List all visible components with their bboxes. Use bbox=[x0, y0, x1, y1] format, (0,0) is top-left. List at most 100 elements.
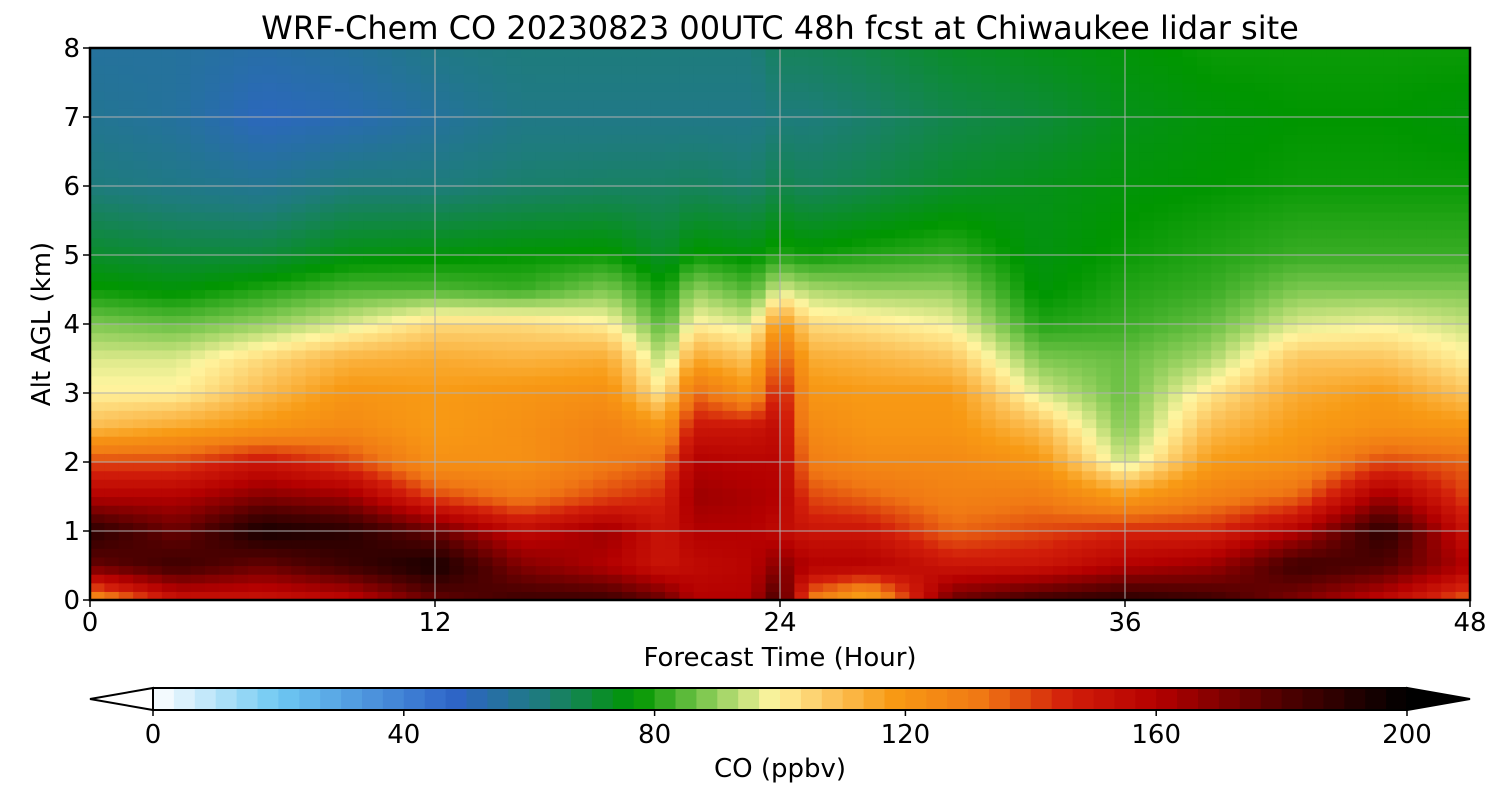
heatmap-cell bbox=[478, 280, 494, 291]
heatmap-cell bbox=[851, 513, 867, 523]
heatmap-cell bbox=[636, 315, 652, 325]
heatmap-cell bbox=[1153, 99, 1169, 109]
heatmap-cell bbox=[636, 160, 652, 170]
heatmap-cell bbox=[1153, 470, 1169, 480]
heatmap-cell bbox=[205, 177, 220, 187]
heatmap-cell bbox=[909, 444, 925, 454]
heatmap-cell bbox=[550, 73, 565, 84]
heatmap-cell bbox=[880, 556, 896, 567]
heatmap-cell bbox=[449, 522, 465, 532]
heatmap-cell bbox=[1053, 358, 1069, 368]
heatmap-cell bbox=[995, 56, 1011, 66]
heatmap-cell bbox=[478, 108, 494, 118]
heatmap-cell bbox=[478, 479, 494, 489]
heatmap-cell bbox=[463, 73, 479, 84]
heatmap-cell bbox=[1196, 315, 1212, 325]
heatmap-cell bbox=[90, 349, 105, 360]
heatmap-cell bbox=[147, 186, 163, 196]
heatmap-cell bbox=[823, 99, 839, 109]
heatmap-cell bbox=[118, 418, 134, 429]
heatmap-cell bbox=[248, 410, 264, 420]
heatmap-cell bbox=[751, 375, 767, 385]
heatmap-cell bbox=[823, 487, 839, 498]
heatmap-cell bbox=[607, 436, 623, 446]
heatmap-cell bbox=[650, 479, 666, 489]
heatmap-cell bbox=[1196, 444, 1212, 454]
heatmap-cell bbox=[923, 108, 939, 118]
heatmap-cell bbox=[736, 418, 752, 429]
heatmap-cell bbox=[765, 453, 781, 463]
heatmap-cell bbox=[435, 272, 450, 282]
heatmap-cell bbox=[593, 99, 609, 109]
heatmap-cell bbox=[1182, 565, 1198, 575]
heatmap-cell bbox=[708, 99, 724, 109]
heatmap-cell bbox=[851, 393, 867, 403]
heatmap-cell bbox=[435, 565, 450, 575]
heatmap-cell bbox=[909, 255, 925, 265]
heatmap-cell bbox=[320, 125, 335, 135]
heatmap-cell bbox=[104, 444, 120, 454]
heatmap-cell bbox=[90, 168, 105, 178]
heatmap-cell bbox=[435, 211, 450, 222]
heatmap-cell bbox=[492, 410, 508, 420]
heatmap-cell bbox=[751, 384, 767, 394]
heatmap-cell bbox=[952, 531, 968, 541]
heatmap-cell bbox=[1010, 255, 1025, 265]
heatmap-cell bbox=[233, 315, 249, 325]
heatmap-cell bbox=[305, 427, 321, 437]
heatmap-cell bbox=[909, 289, 925, 299]
heatmap-cell bbox=[147, 65, 163, 75]
heatmap-cell bbox=[1053, 349, 1069, 360]
heatmap-cell bbox=[1096, 142, 1112, 153]
heatmap-cell bbox=[693, 427, 709, 437]
heatmap-cell bbox=[320, 444, 335, 454]
heatmap-cell bbox=[334, 298, 350, 308]
heatmap-cell bbox=[693, 410, 709, 420]
heatmap-cell bbox=[118, 160, 134, 170]
heatmap-cell bbox=[391, 272, 407, 282]
heatmap-cell bbox=[1182, 186, 1198, 196]
heatmap-cell bbox=[435, 332, 450, 342]
heatmap-cell bbox=[492, 73, 508, 84]
heatmap-cell bbox=[909, 246, 925, 256]
heatmap-cell bbox=[751, 99, 767, 109]
heatmap-cell bbox=[449, 246, 465, 256]
heatmap-cell bbox=[621, 229, 637, 239]
heatmap-cell bbox=[1110, 410, 1126, 420]
heatmap-cell bbox=[866, 168, 882, 178]
heatmap-cell bbox=[952, 470, 968, 480]
heatmap-cell bbox=[780, 211, 795, 222]
heatmap-cell bbox=[550, 272, 565, 282]
heatmap-cell bbox=[636, 453, 652, 463]
heatmap-cell bbox=[593, 134, 609, 144]
heatmap-cell bbox=[118, 375, 134, 385]
heatmap-cell bbox=[262, 548, 278, 558]
heatmap-cell bbox=[722, 229, 738, 239]
heatmap-cell bbox=[722, 565, 738, 575]
heatmap-cell bbox=[564, 332, 580, 342]
heatmap-cell bbox=[233, 531, 249, 541]
heatmap-cell bbox=[161, 255, 177, 265]
heatmap-cell bbox=[449, 324, 465, 334]
heatmap-cell bbox=[966, 332, 982, 342]
heatmap-cell bbox=[1081, 522, 1097, 532]
heatmap-cell bbox=[133, 401, 149, 411]
heatmap-cell bbox=[1125, 479, 1140, 489]
heatmap-cell bbox=[478, 324, 494, 334]
heatmap-cell bbox=[363, 591, 379, 600]
heatmap-cell bbox=[909, 160, 925, 170]
heatmap-cell bbox=[449, 444, 465, 454]
heatmap-cell bbox=[406, 539, 422, 549]
heatmap-cell bbox=[995, 505, 1011, 515]
heatmap-cell bbox=[966, 470, 982, 480]
heatmap-cell bbox=[1053, 556, 1069, 567]
heatmap-cell bbox=[823, 375, 839, 385]
heatmap-cell bbox=[190, 203, 206, 213]
heatmap-cell bbox=[205, 160, 220, 170]
heatmap-cell bbox=[478, 99, 494, 109]
heatmap-cell bbox=[363, 263, 379, 273]
heatmap-cell bbox=[406, 548, 422, 558]
heatmap-cell bbox=[104, 453, 120, 463]
heatmap-cell bbox=[808, 255, 824, 265]
heatmap-cell bbox=[478, 306, 494, 316]
